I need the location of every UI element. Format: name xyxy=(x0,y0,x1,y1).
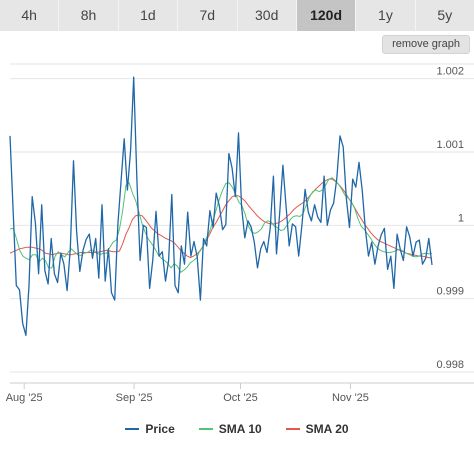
legend-label: SMA 20 xyxy=(305,422,349,436)
remove-graph-button[interactable]: remove graph xyxy=(382,35,470,54)
series-line-price xyxy=(9,76,433,336)
legend-item-sma10[interactable]: SMA 10 xyxy=(198,420,262,438)
tab-120d[interactable]: 120d xyxy=(296,0,357,31)
tab-1d[interactable]: 1d xyxy=(118,0,179,31)
y-axis-labels: 0.998 0.999 1 1.001 1.002 xyxy=(436,66,464,371)
x-axis: Aug '25 Sep '25 Oct '25 Nov '25 xyxy=(6,382,474,404)
x-tick-label: Nov '25 xyxy=(332,392,369,404)
legend-item-price[interactable]: Price xyxy=(125,420,175,438)
tab-4h[interactable]: 4h xyxy=(0,0,60,31)
legend-item-sma20[interactable]: SMA 20 xyxy=(285,420,349,438)
chart-legend: Price SMA 10 SMA 20 xyxy=(0,420,474,438)
legend-swatch xyxy=(285,428,300,430)
series-line-sma10 xyxy=(9,177,433,273)
legend-swatch xyxy=(125,428,140,430)
grid-lines xyxy=(10,63,474,373)
x-tick-label: Sep '25 xyxy=(116,392,153,404)
tab-8h[interactable]: 8h xyxy=(59,0,119,31)
y-tick-label: 1.001 xyxy=(436,139,464,151)
legend-swatch xyxy=(198,428,213,430)
legend-label: SMA 10 xyxy=(218,422,262,436)
tab-30d[interactable]: 30d xyxy=(237,0,297,31)
y-tick-label: 1.002 xyxy=(436,66,464,78)
tab-7d[interactable]: 7d xyxy=(178,0,238,31)
tab-1y[interactable]: 1y xyxy=(356,0,416,31)
price-chart: 0.998 0.999 1 1.001 1.002 Aug '25 Sep '25 Oct … xyxy=(6,63,474,404)
x-tick-label: Oct '25 xyxy=(223,392,258,404)
tab-5y[interactable]: 5y xyxy=(415,0,474,31)
x-tick-label: Aug '25 xyxy=(6,392,43,404)
series-lines xyxy=(9,76,433,336)
y-tick-label: 1 xyxy=(458,212,464,224)
y-tick-label: 0.998 xyxy=(436,359,464,371)
y-tick-label: 0.999 xyxy=(436,286,464,298)
timeframe-tabs: 4h 8h 1d 7d 30d 120d 1y 5y xyxy=(0,0,474,31)
legend-label: Price xyxy=(145,422,175,436)
